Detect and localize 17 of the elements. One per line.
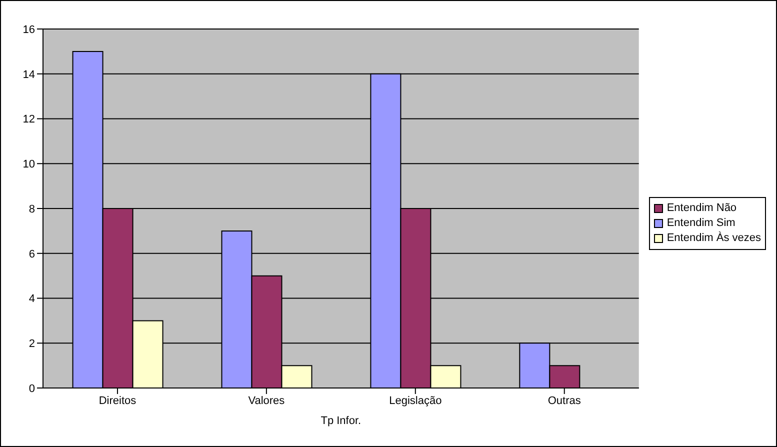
legend-label: Entendim Às vezes — [666, 231, 761, 246]
y-tick-label: 12 — [22, 114, 35, 126]
y-tick-label: 0 — [28, 382, 35, 395]
x-axis-title: Tp Infor. — [320, 415, 362, 427]
x-tick-label: Legislação — [389, 394, 442, 407]
x-tick-label: Outras — [548, 394, 582, 407]
legend-label: Entendim Sim — [666, 216, 736, 231]
y-tick-label: 14 — [22, 68, 35, 81]
legend-label: Entendim Não — [666, 201, 737, 216]
y-tick-label: 4 — [28, 293, 35, 306]
y-tick-label: 6 — [28, 248, 35, 260]
y-tick-label: 2 — [28, 338, 35, 350]
x-tick-label: Direitos — [98, 394, 137, 407]
x-tick-label: Valores — [248, 394, 286, 407]
y-tick-label: 16 — [22, 24, 35, 36]
y-tick-label: 8 — [28, 203, 35, 216]
y-tick-label: 10 — [22, 158, 35, 171]
